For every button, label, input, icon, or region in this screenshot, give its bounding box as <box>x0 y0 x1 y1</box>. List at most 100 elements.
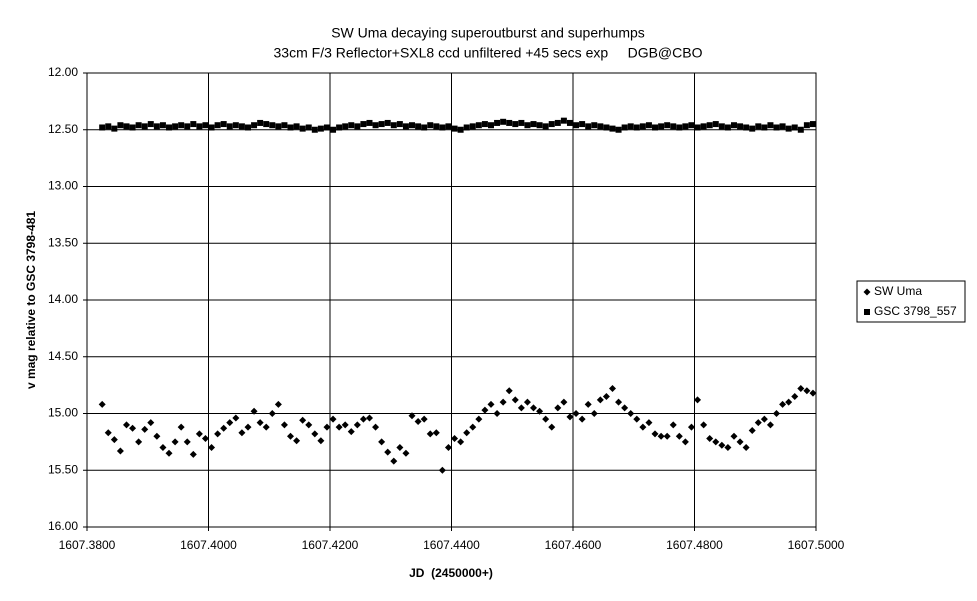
diamond-marker <box>645 419 653 427</box>
square-marker <box>512 121 519 128</box>
square-marker <box>749 125 756 132</box>
square-marker <box>791 124 798 131</box>
square-marker <box>730 122 737 129</box>
square-marker <box>238 123 245 130</box>
square-marker <box>99 124 106 131</box>
y-tick-label: 12.50 <box>48 122 78 136</box>
square-marker <box>421 124 428 131</box>
diamond-marker <box>712 438 720 446</box>
diamond-marker <box>621 404 629 412</box>
diamond-marker <box>542 415 550 423</box>
square-marker <box>111 125 118 132</box>
diamond-marker <box>384 448 392 456</box>
square-marker <box>724 124 731 131</box>
diamond-marker <box>426 430 434 438</box>
diamond-marker <box>578 415 586 423</box>
square-marker <box>737 123 744 130</box>
diamond-marker <box>250 407 258 415</box>
square-marker <box>475 122 482 129</box>
diamond-marker <box>287 432 295 440</box>
x-tick-label: 1607.5000 <box>788 538 845 552</box>
diamond-marker <box>335 423 343 431</box>
square-marker <box>232 122 239 129</box>
square-marker <box>755 123 762 130</box>
diamond-marker <box>171 438 179 446</box>
diamond-marker <box>760 415 768 423</box>
square-marker <box>415 123 422 130</box>
diamond-marker <box>420 415 428 423</box>
diamond-marker <box>633 415 641 423</box>
diamond-marker <box>608 385 616 393</box>
diamond-marker <box>572 410 580 417</box>
square-marker <box>712 121 719 128</box>
diamond-marker <box>517 404 525 412</box>
square-marker <box>439 124 446 131</box>
diamond-marker <box>402 449 410 457</box>
square-marker <box>159 122 166 129</box>
diamond-marker <box>523 398 531 406</box>
diamond-marker <box>651 430 659 438</box>
diamond-marker <box>135 438 143 446</box>
diamond-marker <box>766 421 774 429</box>
diamond-marker <box>718 441 726 449</box>
y-tick-label: 13.00 <box>48 179 78 193</box>
square-marker <box>257 119 264 126</box>
square-marker <box>652 124 659 131</box>
x-tick-label: 1607.3800 <box>59 538 116 552</box>
square-marker <box>688 122 695 129</box>
diamond-marker <box>353 421 361 429</box>
diamond-marker <box>359 415 367 423</box>
square-marker <box>481 121 488 128</box>
diamond-marker <box>444 444 452 452</box>
diamond-marker <box>408 412 416 420</box>
square-marker <box>172 123 179 130</box>
square-marker <box>615 126 622 133</box>
square-marker <box>560 117 567 124</box>
square-marker <box>597 123 604 130</box>
diamond-marker <box>687 423 695 431</box>
square-marker <box>293 123 300 130</box>
square-marker <box>263 121 270 128</box>
diamond-marker <box>226 419 234 427</box>
square-marker <box>147 121 154 128</box>
square-marker <box>500 118 507 125</box>
square-marker <box>767 122 774 129</box>
diamond-marker <box>414 417 422 425</box>
square-marker <box>226 123 233 130</box>
square-marker <box>621 124 628 131</box>
diamond-marker <box>214 430 222 438</box>
square-marker <box>251 122 258 129</box>
diamond-marker <box>457 438 465 446</box>
diamond-marker <box>505 387 513 395</box>
square-marker <box>536 122 543 129</box>
y-axis-label: v mag relative to GSC 3798-481 <box>24 211 38 389</box>
square-marker <box>178 122 185 129</box>
square-marker <box>135 122 142 129</box>
square-marker <box>627 123 634 130</box>
diamond-marker <box>536 407 544 415</box>
diamond-marker <box>785 398 793 406</box>
diamond-marker <box>159 444 167 452</box>
diamond-marker <box>244 423 252 431</box>
square-marker <box>384 119 391 126</box>
square-marker <box>330 126 337 133</box>
diamond-marker <box>639 423 647 431</box>
square-marker <box>658 123 665 130</box>
square-marker <box>244 124 251 131</box>
square-marker <box>396 121 403 128</box>
x-tick-label: 1607.4000 <box>180 538 237 552</box>
square-marker <box>166 124 173 131</box>
diamond-marker <box>305 421 313 429</box>
square-marker <box>463 124 470 131</box>
square-marker <box>566 119 573 126</box>
diamond-marker <box>530 404 538 412</box>
diamond-marker <box>165 449 173 457</box>
square-marker <box>554 119 561 126</box>
square-marker <box>700 123 707 130</box>
square-marker <box>451 125 458 132</box>
square-marker <box>573 122 580 129</box>
square-marker <box>348 122 355 129</box>
square-marker <box>803 122 810 129</box>
square-marker <box>433 123 440 130</box>
